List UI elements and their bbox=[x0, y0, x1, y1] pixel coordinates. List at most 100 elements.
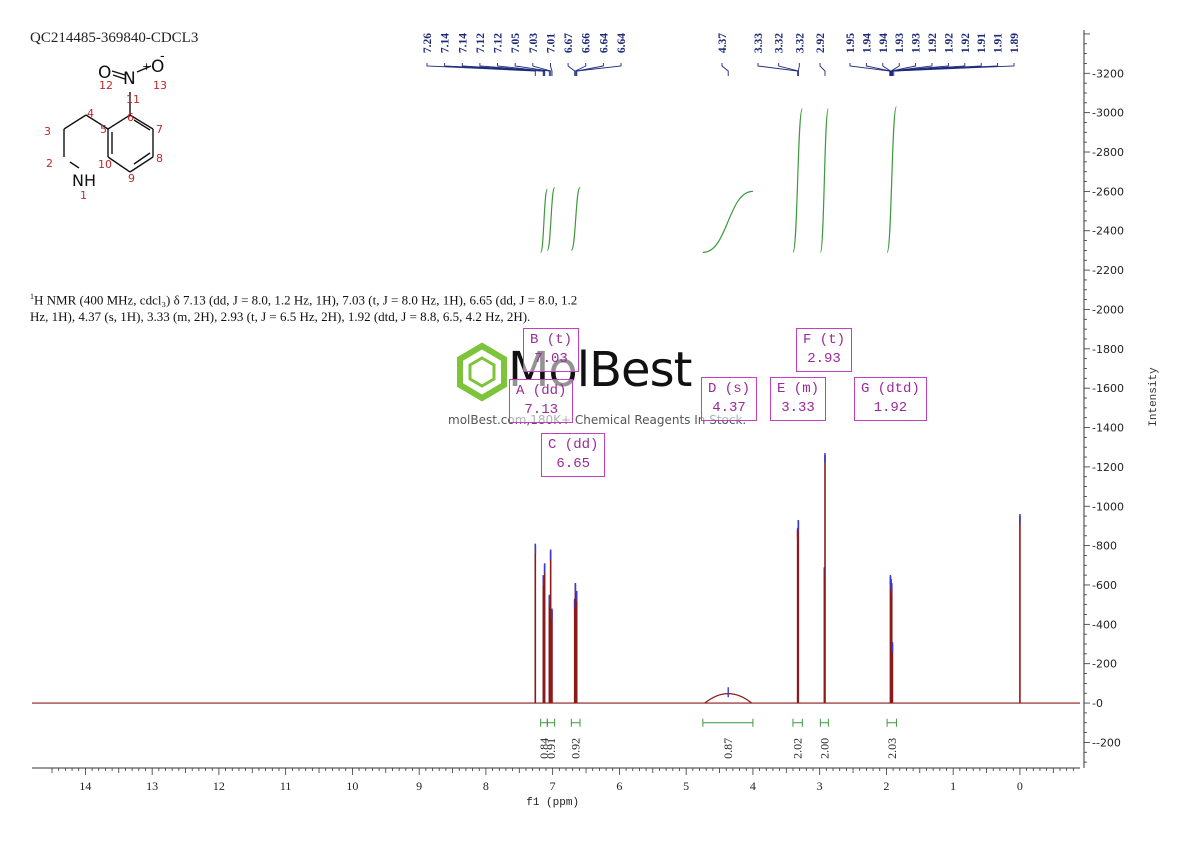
peak-box-d: D (s) 4.37 bbox=[701, 377, 758, 421]
x-tick-label: 13 bbox=[146, 779, 158, 793]
peak-shift-label: 6.64 bbox=[598, 33, 610, 53]
integral-curve bbox=[540, 188, 548, 253]
y-tick-label: -0 bbox=[1092, 697, 1103, 710]
nmr-description: 1H NMR (400 MHz, cdcl₃) δ 7.13 (dd, J = … bbox=[30, 288, 590, 325]
peak-shift-label: 7.12 bbox=[493, 33, 505, 53]
bond bbox=[107, 114, 131, 130]
atom-number: 8 bbox=[156, 152, 163, 165]
charge-minus: - bbox=[160, 49, 165, 64]
peak-shift-label: 7.12 bbox=[475, 33, 487, 53]
bond bbox=[107, 156, 131, 173]
peak-box-label: E (m) bbox=[777, 381, 820, 397]
peak-label-connector bbox=[567, 63, 576, 76]
peak-shift-label: 7.05 bbox=[510, 33, 522, 53]
peak-box-shift: 1.92 bbox=[873, 400, 908, 416]
x-tick-label: 14 bbox=[79, 779, 91, 793]
integral-value: 2.00 bbox=[817, 738, 831, 759]
peak-shift-label: 7.03 bbox=[528, 33, 540, 53]
x-tick-label: 11 bbox=[280, 779, 292, 793]
peak-shift-label: 3.33 bbox=[753, 33, 765, 53]
x-tick-label: 1 bbox=[950, 779, 956, 793]
peak-label-connector bbox=[497, 63, 546, 76]
peak-label-connector bbox=[882, 63, 891, 76]
x-tick-label: 4 bbox=[750, 779, 756, 793]
atom-n11: N bbox=[123, 69, 136, 89]
x-tick-label: 6 bbox=[616, 779, 622, 793]
peak-shift-label: 7.14 bbox=[457, 33, 469, 53]
atom-number: 7 bbox=[156, 123, 163, 136]
x-tick-label: 9 bbox=[416, 779, 422, 793]
atom-o12: O bbox=[98, 63, 111, 83]
peak-box-shift: 6.65 bbox=[556, 456, 591, 472]
peak-shift-label: 1.89 bbox=[1009, 33, 1021, 53]
x-tick-label: 0 bbox=[1017, 779, 1023, 793]
peak-box-f: F (t) 2.93 bbox=[796, 328, 853, 372]
y-tick-label: -3000 bbox=[1092, 107, 1124, 120]
y-tick-label: -2000 bbox=[1092, 303, 1124, 316]
y-tick-label: -1800 bbox=[1092, 343, 1124, 356]
y-tick-label: -1400 bbox=[1092, 422, 1124, 435]
y-axis-label: Intensity bbox=[1148, 367, 1160, 427]
peak-shift-label: 3.32 bbox=[794, 33, 806, 53]
integral-curve bbox=[886, 106, 898, 253]
integral-value: 2.03 bbox=[885, 738, 899, 759]
x-tick-label: 5 bbox=[683, 779, 689, 793]
peak-label-connector bbox=[514, 63, 550, 76]
peak-label-connector bbox=[721, 63, 729, 76]
bond bbox=[129, 156, 154, 173]
peak-shift-label: 1.91 bbox=[993, 33, 1005, 53]
y-tick-label: -2600 bbox=[1092, 185, 1124, 198]
integral-layer: 0.840.91 0.92 0.87 2.02 2.00 2.03 bbox=[537, 106, 899, 759]
peak-box-b: B (t) 7.03 bbox=[523, 328, 580, 372]
axis-layer: 14 13 12 11 10 9 8 7 6 5 4 3 2 1 0f1 (ppm)--200-0-200-… bbox=[32, 30, 1160, 809]
atom-number: 6 bbox=[127, 111, 134, 124]
peak-shift-label: 6.67 bbox=[563, 33, 575, 53]
integral-curve bbox=[819, 108, 829, 253]
y-tick-label: -2200 bbox=[1092, 264, 1124, 277]
x-tick-label: 7 bbox=[550, 779, 556, 793]
y-tick-label: -1200 bbox=[1092, 461, 1124, 474]
peak-box-shift: 4.37 bbox=[712, 400, 746, 416]
x-axis-label: f1 (ppm) bbox=[526, 797, 579, 809]
peak-label-connector bbox=[757, 63, 799, 76]
integral-value: 0.84 bbox=[537, 738, 551, 759]
atom-number: 2 bbox=[46, 157, 53, 170]
y-tick-label: -2400 bbox=[1092, 225, 1124, 238]
peak-label-connector bbox=[890, 63, 917, 76]
peak-shift-label: 1.93 bbox=[894, 33, 906, 53]
double-bond bbox=[133, 119, 151, 131]
x-tick-label: 2 bbox=[883, 779, 889, 793]
bond bbox=[129, 114, 154, 130]
double-bond bbox=[133, 152, 151, 165]
integral-value: 0.92 bbox=[569, 738, 583, 759]
atom-number: 10 bbox=[98, 158, 112, 171]
nucleus-superscript: 1 bbox=[30, 292, 34, 301]
y-tick-label: -800 bbox=[1092, 540, 1117, 553]
peak-shift-label: 1.94 bbox=[878, 33, 890, 53]
peak-shift-label: 3.32 bbox=[774, 33, 786, 53]
peak-box-e: E (m) 3.33 bbox=[770, 377, 827, 421]
peak-label-connector bbox=[797, 63, 800, 76]
peak-box-label: G (dtd) bbox=[861, 381, 920, 397]
peak-box-label: F (t) bbox=[803, 332, 846, 348]
y-tick-label: -600 bbox=[1092, 579, 1117, 592]
peak-label-connector bbox=[461, 63, 544, 76]
bond bbox=[69, 161, 80, 169]
atom-number: 9 bbox=[128, 172, 135, 185]
nmr-description-text: H NMR (400 MHz, cdcl₃) δ 7.13 (dd, J = 8… bbox=[30, 292, 578, 325]
peak-shift-label: 7.26 bbox=[422, 33, 434, 53]
peak-shift-label: 2.92 bbox=[815, 33, 827, 53]
peak-label-connector bbox=[574, 63, 587, 76]
atom-number: 12 bbox=[99, 79, 113, 92]
integral-curve bbox=[702, 190, 753, 253]
integral-value: 2.02 bbox=[791, 738, 805, 759]
integral-curve bbox=[792, 108, 803, 253]
bond bbox=[85, 114, 109, 130]
peak-box-shift: 2.93 bbox=[807, 351, 841, 367]
peak-shift-label: 7.14 bbox=[440, 33, 452, 53]
atom-number: 13 bbox=[153, 79, 167, 92]
integral-curve bbox=[546, 186, 556, 252]
peak-label-connector bbox=[849, 63, 891, 76]
